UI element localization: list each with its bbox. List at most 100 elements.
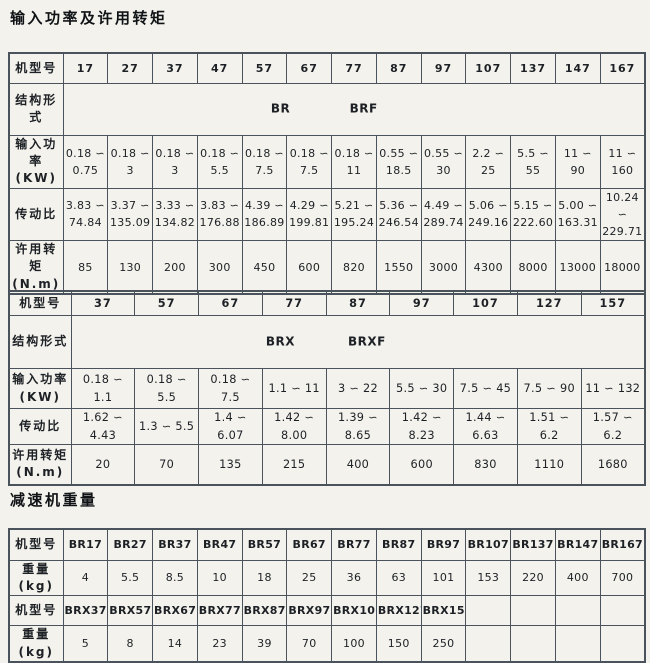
structure-type-br: BR [270, 101, 291, 116]
structure-type-brx: BRX [265, 334, 296, 349]
torque-row: 许用转矩 (N.m) 85 130 200 300 450 600 820 15… [8, 239, 646, 295]
torque-cell: 20 [70, 444, 136, 485]
model-cell: 97 [420, 52, 467, 84]
model-cell: 127 [516, 290, 582, 316]
input-power-cell: 5.5 ∽ 55 [510, 134, 556, 189]
model-cell: 37 [152, 52, 198, 84]
weight-cell: 400 [554, 559, 601, 597]
input-power-cell: 0.18 ∽ 1.1 [70, 368, 136, 409]
input-power-cell: 2.2 ∽ 25 [465, 134, 512, 189]
empty-cell [599, 625, 646, 663]
empty-cell [510, 595, 556, 627]
weight-cell: 4 [62, 559, 109, 597]
empty-cell [510, 625, 556, 663]
model-cell: 37 [70, 290, 136, 316]
weight-cell: 36 [331, 559, 377, 597]
input-power-cell: 0.18 ∽ 5.5 [196, 134, 243, 189]
weight-cell: 250 [420, 625, 467, 663]
weight-cell: 5.5 [107, 559, 154, 597]
empty-cell [465, 595, 512, 627]
model-cell: BR77 [331, 528, 377, 561]
torque-cell: 70 [134, 444, 200, 485]
br-weight-row: 重量(kg) 4 5.5 8.5 10 18 25 36 63 101 153 … [8, 559, 646, 597]
torque-cell: 215 [261, 444, 327, 485]
ratio-cell: 4.29 ∽ 199.81 [286, 187, 333, 241]
ratio-cell: 5.15 ∽ 222.60 [510, 187, 556, 241]
empty-cell [465, 625, 512, 663]
model-cell: 137 [510, 52, 556, 84]
row-label-ratio: 传动比 [8, 408, 72, 445]
ratio-cell: 1.62 ∽ 4.43 [70, 408, 136, 445]
row-label-torque: 许用转矩 (N.m) [8, 239, 64, 295]
input-power-row: 输入功率 (KW) 0.18 ∽ 1.1 0.18 ∽ 5.5 0.18 ∽ 7… [8, 368, 646, 409]
input-power-cell: 0.55 ∽ 18.5 [375, 134, 422, 189]
input-power-cell: 11 ∽ 90 [554, 134, 601, 189]
model-cell: BRX87 [241, 595, 288, 627]
ratio-cell: 1.51 ∽ 6.2 [516, 408, 582, 445]
ratio-cell: 1.42 ∽ 8.23 [389, 408, 455, 445]
model-cell: BR87 [375, 528, 422, 561]
model-cell: BRX77 [196, 595, 243, 627]
input-power-cell: 0.18 ∽ 5.5 [134, 368, 200, 409]
row-label-model: 机型号 [8, 528, 64, 561]
input-power-cell: 0.18 ∽ 7.5 [198, 368, 263, 409]
model-cell: BR137 [510, 528, 556, 561]
model-cell: 157 [580, 290, 646, 316]
input-power-cell: 5.5 ∽ 30 [389, 368, 455, 409]
ratio-cell: 10.24 ∽ 229.71 [599, 187, 646, 241]
br-model-row: 机型号 BR17 BR27 BR37 BR47 BR57 BR67 BR77 B… [8, 528, 646, 561]
input-power-cell: 0.18 ∽ 7.5 [286, 134, 333, 189]
input-power-cell: 11 ∽ 132 [580, 368, 646, 409]
torque-cell: 300 [196, 239, 243, 295]
weight-cell: 8 [107, 625, 154, 663]
weight-cell: 25 [286, 559, 333, 597]
model-cell: 147 [554, 52, 601, 84]
torque-row: 许用转矩 (N.m) 20 70 135 215 400 600 830 111… [8, 444, 646, 485]
weight-cell: 700 [599, 559, 646, 597]
ratio-cell: 5.21 ∽ 195.24 [331, 187, 377, 241]
weight-cell: 70 [286, 625, 333, 663]
model-cell: 57 [241, 52, 288, 84]
weight-cell: 100 [331, 625, 377, 663]
section-title-weight: 减速机重量 [10, 491, 98, 509]
torque-cell: 450 [241, 239, 288, 295]
ratio-row: 传动比 3.83 ∽ 74.84 3.37 ∽ 135.09 3.33 ∽ 13… [8, 187, 646, 241]
model-cell: BR17 [62, 528, 109, 561]
input-power-cell: 0.18 ∽ 11 [331, 134, 377, 189]
model-cell: BR147 [554, 528, 601, 561]
model-cell: 77 [261, 290, 327, 316]
torque-cell: 600 [389, 444, 455, 485]
empty-cell [599, 595, 646, 627]
torque-cell: 13000 [554, 239, 601, 295]
torque-cell: 4300 [465, 239, 512, 295]
torque-cell: 8000 [510, 239, 556, 295]
weight-cell: 101 [420, 559, 467, 597]
brx-weight-row: 重量(kg) 5 8 14 23 39 70 100 150 250 [8, 625, 646, 663]
model-cell: 107 [453, 290, 518, 316]
brx-model-row: 机型号 BRX37 BRX57 BRX67 BRX77 BRX87 BRX97 … [8, 595, 646, 627]
ratio-cell: 1.57 ∽ 6.2 [580, 408, 646, 445]
ratio-cell: 3.83 ∽ 74.84 [62, 187, 109, 241]
ratio-cell: 5.00 ∽ 163.31 [554, 187, 601, 241]
weight-cell: 18 [241, 559, 288, 597]
row-label-model: 机型号 [8, 290, 72, 316]
model-cell: 17 [62, 52, 109, 84]
model-cell: BRX97 [286, 595, 333, 627]
structure-type-brxf: BRXF [347, 334, 386, 349]
model-row: 机型号 17 27 37 47 57 67 77 87 97 107 137 1… [8, 52, 646, 84]
ratio-cell: 1.39 ∽ 8.65 [325, 408, 391, 445]
ratio-cell: 5.06 ∽ 249.16 [465, 187, 512, 241]
torque-cell: 18000 [599, 239, 646, 295]
model-cell: BR37 [152, 528, 198, 561]
ratio-cell: 3.33 ∽ 134.82 [152, 187, 198, 241]
weight-cell: 150 [375, 625, 422, 663]
input-power-cell: 0.18 ∽ 0.75 [62, 134, 109, 189]
input-power-cell: 0.55 ∽ 30 [420, 134, 467, 189]
torque-cell: 830 [453, 444, 518, 485]
br-brf-spec-table: 机型号 17 27 37 47 57 67 77 87 97 107 137 1… [8, 52, 646, 296]
row-label-weight: 重量(kg) [8, 625, 64, 663]
structure-type-cell: BR BRF [62, 82, 646, 136]
weight-cell: 23 [196, 625, 243, 663]
model-cell: 67 [286, 52, 333, 84]
model-cell: BRX37 [62, 595, 109, 627]
